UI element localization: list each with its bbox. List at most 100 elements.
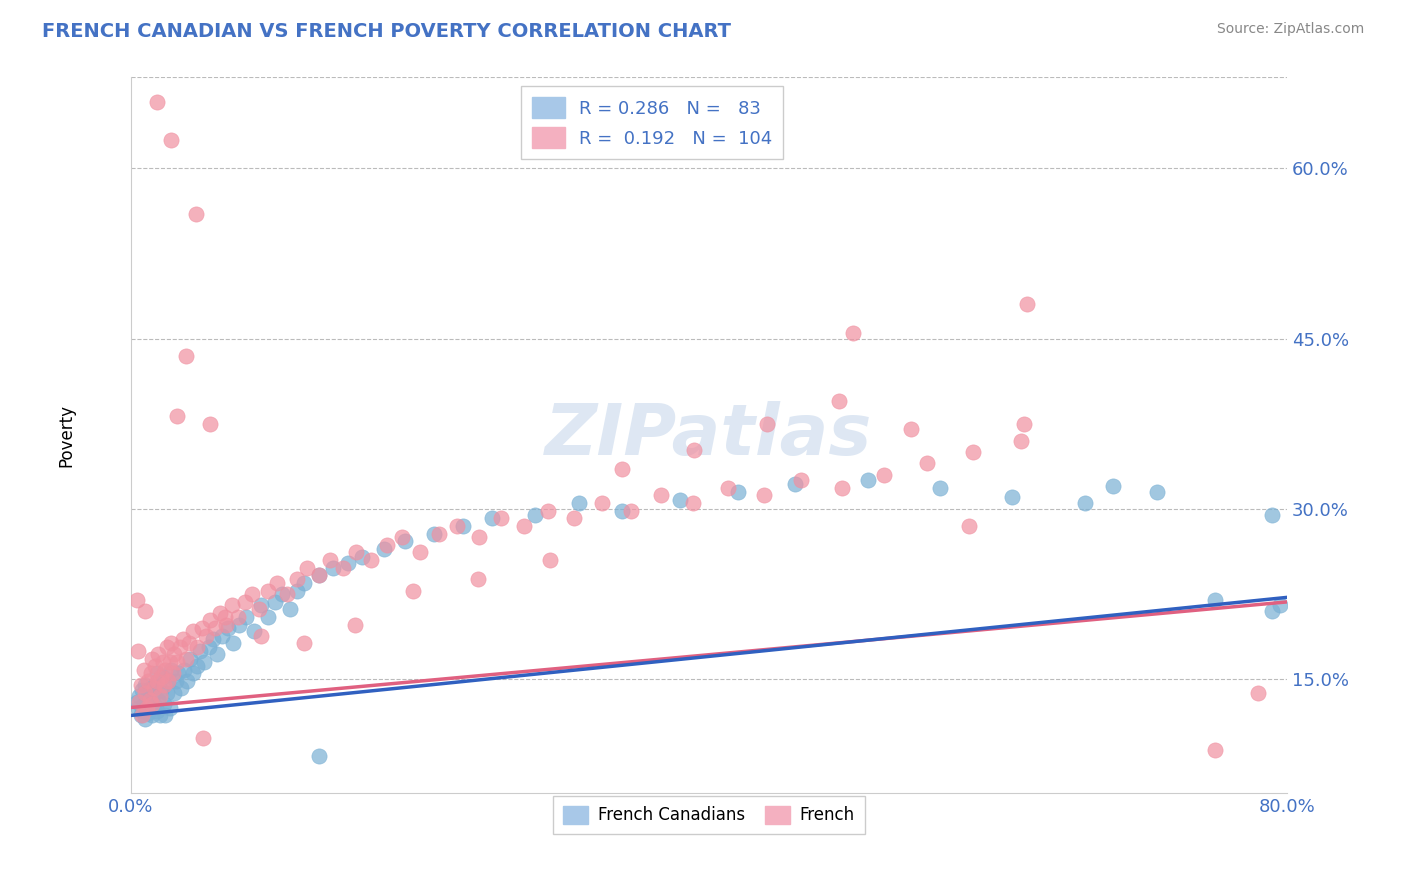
Point (332, 561, 354, 575)
Point (1146, 484, 1168, 499)
Point (446, 519, 468, 533)
Point (391, 530, 413, 544)
Point (790, 474, 813, 488)
Point (134, 686, 156, 700)
Point (962, 445, 984, 459)
Point (148, 692, 170, 706)
Point (188, 644, 211, 658)
Point (308, 567, 330, 582)
Point (134, 678, 156, 692)
Point (135, 700, 157, 714)
Point (139, 681, 162, 696)
Point (266, 575, 288, 590)
Point (148, 647, 170, 661)
Point (145, 666, 167, 681)
Point (174, 651, 197, 665)
Point (217, 621, 239, 635)
Point (197, 640, 219, 655)
Point (135, 692, 157, 706)
Point (1102, 479, 1125, 493)
Point (149, 708, 172, 723)
Point (152, 670, 174, 684)
Point (145, 674, 167, 689)
Point (1261, 604, 1284, 618)
Point (129, 678, 152, 692)
Point (247, 601, 270, 615)
Point (160, 133, 183, 147)
Point (620, 504, 643, 518)
Point (285, 572, 308, 586)
Point (1247, 686, 1270, 700)
Point (900, 422, 922, 436)
Point (468, 530, 491, 544)
Point (423, 526, 446, 541)
Point (610, 462, 633, 476)
Point (564, 511, 586, 525)
Point (292, 636, 315, 650)
Point (1261, 508, 1284, 522)
Point (211, 629, 233, 643)
Point (785, 476, 807, 491)
Point (1204, 742, 1226, 756)
Point (683, 442, 706, 457)
Point (513, 519, 536, 533)
Point (292, 575, 315, 590)
Point (131, 704, 153, 718)
Point (591, 496, 613, 510)
Point (127, 644, 149, 658)
Point (249, 599, 271, 613)
Point (1073, 496, 1095, 510)
Point (669, 492, 692, 507)
Point (209, 607, 232, 621)
Point (1015, 297, 1038, 311)
Point (132, 663, 155, 677)
Point (169, 640, 191, 655)
Point (350, 549, 373, 564)
Point (190, 621, 212, 635)
Point (308, 567, 330, 582)
Point (125, 592, 148, 607)
Point (160, 636, 183, 650)
Point (141, 708, 163, 723)
Point (264, 595, 287, 609)
Point (401, 583, 423, 598)
Point (156, 640, 179, 655)
Point (166, 409, 188, 423)
Point (1001, 491, 1024, 505)
Point (142, 681, 165, 696)
Point (194, 629, 217, 643)
Point (610, 504, 633, 518)
Point (249, 629, 271, 643)
Point (141, 697, 163, 711)
Point (226, 609, 249, 624)
Point (134, 604, 156, 618)
Point (163, 686, 186, 700)
Point (200, 613, 222, 627)
Point (200, 417, 222, 431)
Point (186, 640, 208, 655)
Point (176, 674, 198, 689)
Point (173, 663, 195, 677)
Point (481, 511, 503, 525)
Point (162, 666, 184, 681)
Point (181, 666, 204, 681)
Point (138, 700, 160, 714)
Point (373, 541, 395, 556)
Point (831, 482, 853, 496)
Point (222, 636, 245, 650)
Point (149, 689, 172, 703)
Point (139, 666, 162, 681)
Point (136, 674, 159, 689)
Point (136, 706, 159, 721)
Point (159, 655, 181, 669)
Point (128, 695, 150, 709)
Point (233, 595, 256, 609)
Point (184, 207, 207, 221)
Point (1012, 417, 1035, 431)
Point (202, 632, 225, 647)
Point (257, 609, 280, 624)
Point (170, 681, 193, 696)
Point (131, 708, 153, 723)
Point (134, 712, 156, 726)
Point (207, 647, 229, 661)
